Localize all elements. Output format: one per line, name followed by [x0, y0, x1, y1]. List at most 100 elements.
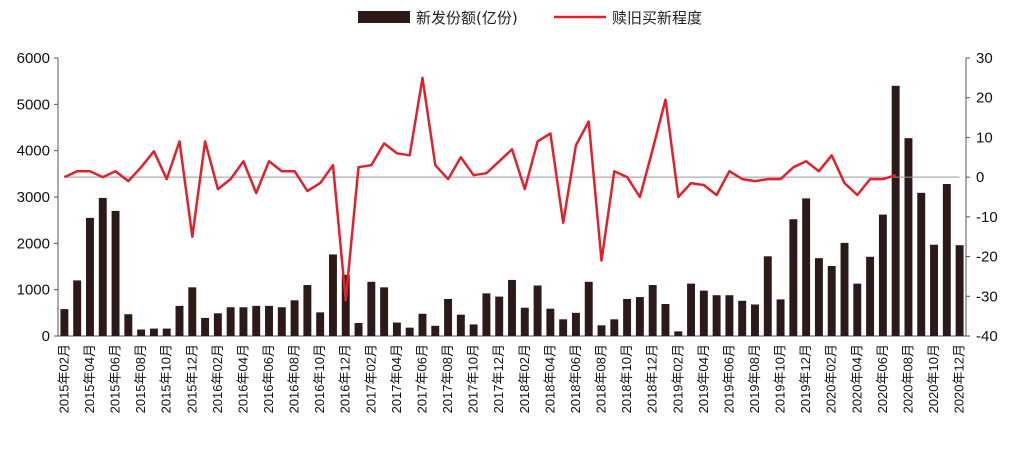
bar — [367, 281, 376, 336]
x-tick-label: 2015年06月 — [108, 344, 123, 413]
x-tick-label: 2019年06月 — [721, 344, 736, 413]
x-tick-label: 2016年06月 — [261, 344, 276, 413]
bar — [98, 197, 107, 336]
bar — [559, 319, 568, 336]
bar — [571, 312, 580, 336]
bar — [623, 298, 632, 336]
right-tick-label: 0 — [976, 169, 984, 186]
right-tick-label: -40 — [976, 328, 998, 345]
x-tick-label: 2017年04月 — [389, 344, 404, 413]
legend-swatch-bar — [358, 11, 410, 23]
x-tick-label: 2020年08月 — [900, 344, 915, 413]
x-tick-label: 2015年04月 — [82, 344, 97, 413]
bar — [751, 304, 759, 336]
bar — [482, 293, 491, 336]
bar — [316, 312, 325, 336]
bar — [508, 279, 516, 336]
bar — [239, 307, 248, 336]
left-tick-label: 4000 — [17, 143, 50, 160]
bar — [60, 309, 69, 336]
bar — [814, 258, 823, 336]
bar — [456, 314, 465, 336]
bar — [277, 307, 286, 336]
bar — [328, 254, 337, 336]
legend-label-line: 赎旧买新程度 — [612, 9, 702, 27]
x-tick-label: 2018年08月 — [594, 344, 609, 413]
x-tick-label: 2016年12月 — [338, 344, 353, 413]
bar — [687, 283, 696, 336]
bar — [418, 313, 427, 336]
bar — [789, 219, 798, 336]
bar — [840, 242, 849, 336]
x-tick-label: 2019年08月 — [747, 344, 762, 413]
bar — [584, 281, 593, 336]
bar — [354, 323, 363, 336]
x-tick-label: 2019年12月 — [798, 344, 813, 413]
bar — [712, 295, 721, 336]
bar — [226, 307, 235, 336]
bar — [942, 184, 951, 336]
left-tick-label: 5000 — [17, 96, 50, 113]
left-tick-label: 1000 — [17, 282, 50, 299]
line-series — [63, 76, 897, 302]
bar — [73, 280, 82, 336]
bar — [955, 245, 964, 336]
bar — [175, 305, 184, 336]
bar — [149, 328, 158, 336]
right-tick-label: 10 — [976, 129, 993, 146]
x-tick-label: 2019年02月 — [670, 344, 685, 413]
bar — [866, 256, 875, 336]
right-tick-label: 30 — [976, 50, 993, 67]
bar — [213, 313, 222, 336]
bar — [405, 327, 414, 336]
bar — [891, 85, 900, 336]
x-tick-label: 2016年10月 — [312, 344, 327, 413]
bar — [520, 307, 529, 336]
bar — [878, 214, 887, 336]
bar — [162, 328, 171, 336]
x-tick-label: 2017年06月 — [414, 344, 429, 413]
left-tick-label: 3000 — [17, 189, 50, 206]
x-tick-label: 2020年10月 — [926, 344, 941, 413]
bar — [661, 304, 670, 336]
bar — [111, 210, 120, 336]
x-tick-label: 2016年04月 — [235, 344, 250, 413]
x-tick-label: 2019年10月 — [773, 344, 788, 413]
left-tick-label: 6000 — [17, 50, 50, 67]
bar — [124, 314, 133, 336]
x-tick-label: 2015年10月 — [159, 344, 174, 413]
bar — [380, 287, 389, 336]
bar — [930, 244, 938, 336]
bar — [341, 274, 350, 336]
left-tick-label: 2000 — [17, 235, 50, 252]
bar — [201, 317, 210, 336]
x-tick-label: 2015年02月 — [56, 344, 71, 413]
x-tick-label: 2018年02月 — [517, 344, 532, 413]
x-tick-label: 2015年08月 — [133, 344, 148, 413]
x-tick-label: 2020年04月 — [849, 344, 864, 413]
bar — [265, 305, 273, 336]
bar — [469, 324, 478, 336]
x-tick-label: 2019年04月 — [696, 344, 711, 413]
bar — [252, 305, 261, 336]
bar — [546, 308, 555, 336]
right-tick-label: 20 — [976, 90, 993, 107]
bar — [533, 285, 542, 336]
right-tick-label: -20 — [976, 249, 998, 266]
bar — [763, 256, 772, 336]
bar — [495, 296, 504, 336]
bar — [776, 299, 785, 336]
x-tick-label: 2017年02月 — [363, 344, 378, 413]
x-tick-label: 2020年12月 — [952, 344, 967, 413]
bar — [444, 298, 453, 336]
bar — [648, 285, 657, 336]
x-tick-label: 2016年02月 — [210, 344, 225, 413]
bar — [802, 198, 811, 336]
bar — [904, 138, 913, 336]
bar — [188, 287, 197, 336]
x-tick-label: 2017年10月 — [466, 344, 481, 413]
bar — [699, 290, 708, 336]
bar — [431, 325, 440, 336]
